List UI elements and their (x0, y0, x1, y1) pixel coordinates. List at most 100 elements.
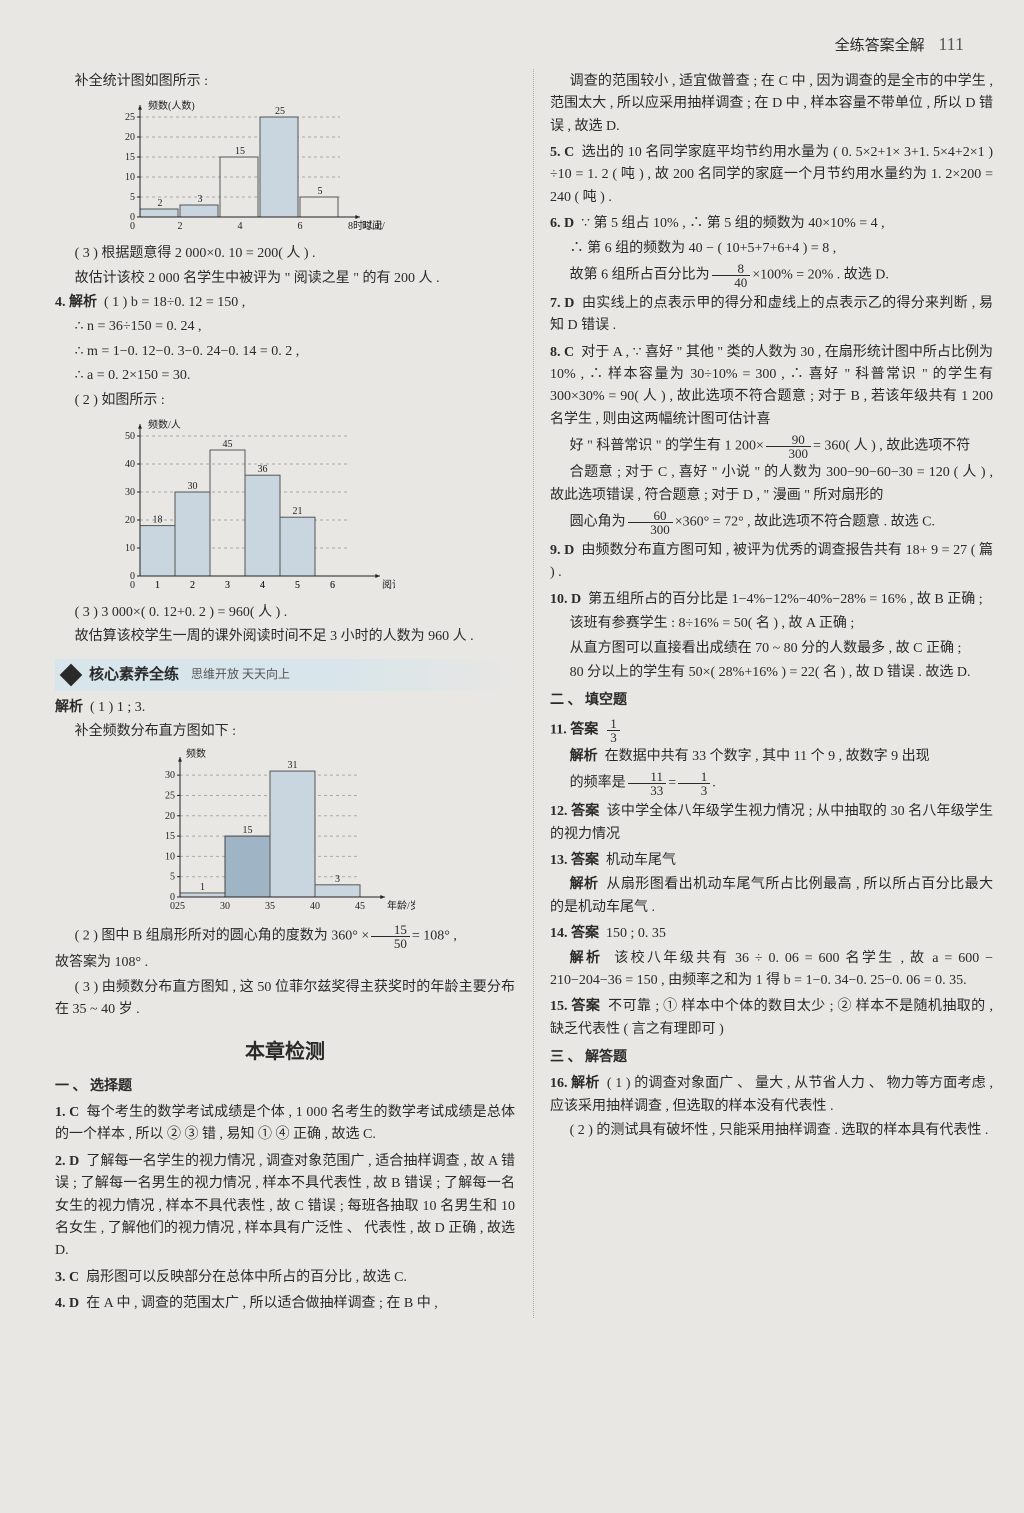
section-title: 核心素养全练 (89, 663, 179, 687)
text: 解析 该校八年级共有 36 ÷ 0. 06 = 600 名学生 , 故 a = … (550, 948, 993, 993)
text: 故答案为 108° . (55, 952, 515, 974)
svg-text:45: 45 (223, 439, 233, 450)
svg-text:时间/小时: 时间/小时 (362, 219, 385, 232)
svg-text:36: 36 (258, 464, 268, 475)
q16: 16. 解析 ( 1 ) 的调查对象面广 、 量大 , 从节省人力 、 物力等方… (550, 1073, 993, 1118)
svg-text:0: 0 (170, 901, 175, 912)
svg-text:1: 1 (155, 580, 160, 591)
svg-text:30: 30 (188, 481, 198, 492)
q8: 8. C 对于 A , ∵ 喜好 " 其他 " 类的人数为 30 , 在扇形统计… (550, 342, 993, 432)
svg-text:6: 6 (298, 221, 303, 232)
text: 该班有参赛学生 : 8÷16% = 50( 名 ) , 故 A 正确 ; (550, 613, 993, 635)
text: 补全频数分布直方图如下 : (55, 721, 515, 743)
svg-text:50: 50 (125, 431, 135, 442)
svg-text:5: 5 (295, 580, 300, 591)
svg-text:频数/人: 频数/人 (148, 418, 181, 431)
svg-text:30: 30 (165, 771, 175, 782)
chart-2: 010203040501830453621123456123456阅读时间/小时… (85, 416, 515, 596)
svg-text:频数: 频数 (186, 747, 206, 760)
svg-text:31: 31 (288, 761, 298, 772)
svg-text:2: 2 (178, 221, 183, 232)
svg-text:阅读时间/小时: 阅读时间/小时 (382, 578, 395, 591)
text: 故估计该校 2 000 名学生中被评为 " 阅读之星 " 的有 200 人 . (55, 268, 515, 290)
right-column: 调查的范围较小 , 适宜做普查 ; 在 C 中 , 因为调查的是全市的中学生 ,… (533, 69, 993, 1318)
svg-text:0: 0 (130, 221, 135, 232)
q14: 14. 答案 150 ; 0. 35 (550, 923, 993, 945)
svg-text:2: 2 (158, 198, 163, 209)
page-number: 111 (938, 34, 964, 54)
text: 合题意 ; 对于 C , 喜好 " 小说 " 的人数为 300−90−60−30… (550, 462, 993, 507)
svg-text:1: 1 (200, 882, 205, 893)
q15: 15. 答案 不可靠 ; ① 样本中个体的数目太少 ; ② 样本不是随机抽取的 … (550, 996, 993, 1041)
text: 从直方图可以直接看出成绩在 70 ~ 80 分的人数最多 , 故 C 正确 ; (550, 638, 993, 660)
text: 调查的范围较小 , 适宜做普查 ; 在 C 中 , 因为调查的是全市的中学生 ,… (550, 71, 993, 138)
text: 故第 6 组所占百分比为840×100% = 20% . 故选 D. (550, 262, 993, 289)
text: ∴ n = 36÷150 = 0. 24 , (55, 316, 515, 338)
text: ( 2 ) 图中 B 组扇形所对的圆心角的度数为 360° ×1550= 108… (55, 923, 515, 950)
svg-text:频数(人数): 频数(人数) (148, 99, 195, 112)
text: 好 " 科普常识 " 的学生有 1 200×90300= 360( 人 ) , … (550, 433, 993, 460)
text: 故估算该校学生一周的课外阅读时间不足 3 小时的人数为 960 人 . (55, 626, 515, 648)
text: 解析 从扇形图看出机动车尾气所占比例最高 , 所以所占百分比最大的是机动车尾气 … (550, 874, 993, 919)
svg-text:4: 4 (238, 221, 243, 232)
subhead: 一 、 选择题 (55, 1076, 515, 1098)
text: 补全统计图如图所示 : (55, 71, 515, 93)
svg-text:5: 5 (318, 186, 323, 197)
svg-text:18: 18 (153, 515, 163, 526)
q4: 4. D 在 A 中 , 调查的范围太广 , 所以适合做抽样调查 ; 在 B 中… (55, 1293, 515, 1315)
text: ( 2 ) 的测试具有破坏性 , 只能采用抽样调查 . 选取的样本具有代表性 . (550, 1120, 993, 1142)
chart-1: 051015202523152552468时以上时间/小时频数(人数)0 (85, 97, 515, 237)
svg-text:35: 35 (265, 901, 275, 912)
columns: 补全统计图如图所示 : 051015202523152552468时以上时间/小… (55, 69, 994, 1318)
svg-text:21: 21 (293, 506, 303, 517)
q13: 13. 答案 机动车尾气 (550, 850, 993, 872)
q12: 12. 答案 该中学全体八年级学生视力情况 ; 从中抽取的 30 名八年级学生的… (550, 801, 993, 846)
svg-text:15: 15 (235, 146, 245, 157)
svg-text:6: 6 (330, 580, 335, 591)
subhead: 三 、 解答题 (550, 1047, 993, 1069)
svg-text:2: 2 (190, 580, 195, 591)
svg-text:15: 15 (125, 152, 135, 163)
text: 圆心角为60300×360° = 72° , 故此选项不符合题意 . 故选 C. (550, 509, 993, 536)
svg-text:25: 25 (175, 901, 185, 912)
section-bar: 核心素养全练 思维开放 天天向上 (55, 659, 515, 691)
q1: 1. C 每个考生的数学考试成绩是个体 , 1 000 名考生的数学考试成绩是总… (55, 1102, 515, 1147)
svg-text:15: 15 (165, 832, 175, 843)
header-title: 全练答案全解 (835, 38, 925, 54)
svg-text:25: 25 (125, 112, 135, 123)
q9: 9. D 由频数分布直方图可知 , 被评为优秀的调查报告共有 18+ 9 = 2… (550, 540, 993, 585)
svg-text:0: 0 (130, 580, 135, 591)
text: ∴ m = 1−0. 12−0. 3−0. 24−0. 14 = 0. 2 , (55, 341, 515, 363)
section-marker-icon (60, 663, 83, 686)
text: ( 3 ) 由频数分布直方图知 , 这 50 位菲尔兹奖得主获奖时的年龄主要分布… (55, 977, 515, 1022)
svg-text:年龄/岁: 年龄/岁 (387, 899, 415, 912)
svg-text:3: 3 (335, 874, 340, 885)
section-subtitle: 思维开放 天天向上 (191, 665, 290, 684)
svg-text:10: 10 (165, 852, 175, 863)
chapter-title: 本章检测 (55, 1036, 515, 1068)
svg-text:30: 30 (125, 487, 135, 498)
svg-text:5: 5 (130, 192, 135, 203)
text: 80 分以上的学生有 50×( 28%+16% ) = 22( 名 ) , 故 … (550, 662, 993, 684)
subhead: 二 、 填空题 (550, 690, 993, 712)
q2: 2. D 了解每一名学生的视力情况 , 调查对象范围广 , 适合抽样调查 , 故… (55, 1151, 515, 1263)
svg-text:25: 25 (275, 106, 285, 117)
text: 解析 在数据中共有 33 个数字 , 其中 11 个 9 , 故数字 9 出现 (550, 746, 993, 768)
svg-text:20: 20 (125, 132, 135, 143)
text: 的频率是1133=13. (550, 770, 993, 797)
page-header: 全练答案全解 111 (55, 30, 994, 59)
text: ( 3 ) 根据题意得 2 000×0. 10 = 200( 人 ) . (55, 243, 515, 265)
q7: 7. D 由实线上的点表示甲的得分和虚线上的点表示乙的得分来判断 , 易知 D … (550, 293, 993, 338)
text: ( 3 ) 3 000×( 0. 12+0. 2 ) = 960( 人 ) . (55, 602, 515, 624)
svg-text:3: 3 (225, 580, 230, 591)
svg-text:10: 10 (125, 543, 135, 554)
q3: 3. C 扇形图可以反映部分在总体中所占的百分比 , 故选 C. (55, 1267, 515, 1289)
svg-text:30: 30 (220, 901, 230, 912)
svg-text:10: 10 (125, 172, 135, 183)
svg-text:25: 25 (165, 791, 175, 802)
q10: 10. D 第五组所占的百分比是 1−4%−12%−40%−28% = 16% … (550, 589, 993, 611)
svg-text:3: 3 (198, 194, 203, 205)
svg-text:5: 5 (170, 872, 175, 883)
svg-text:4: 4 (260, 580, 265, 591)
q6: 6. D ∵ 第 5 组占 10% , ∴ 第 5 组的频数为 40×10% =… (550, 213, 993, 235)
